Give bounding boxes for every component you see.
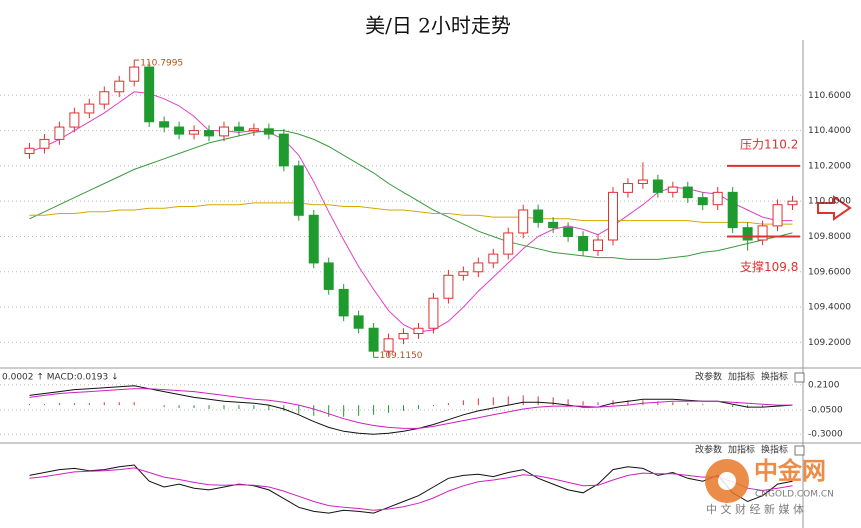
y-tick-label: 109.2000 (808, 338, 851, 348)
candle-body (757, 225, 768, 241)
indicator-line (29, 467, 793, 511)
candle-body (353, 315, 364, 329)
y-tick-label: -0.0500 (808, 405, 843, 415)
candle-body (323, 262, 334, 290)
panel-button[interactable]: 加指标 (728, 371, 755, 383)
watermark: 中金网 CNGOLD.COM.CN 中 文 财 经 新 媒 体 (705, 457, 834, 516)
price-annotation: 109.1150 (380, 351, 423, 361)
indicator-line (29, 202, 793, 225)
candle-body (233, 126, 244, 132)
candle-body (742, 227, 753, 241)
y-tick-label: 109.8000 (808, 232, 851, 242)
candle-body (413, 327, 424, 335)
level-label: 支撑109.8 (740, 259, 798, 274)
candle-body (622, 183, 633, 193)
candle-body (578, 235, 589, 252)
indicator-line (29, 91, 793, 333)
y-tick-label: -0.3000 (808, 430, 843, 440)
candle-body (458, 271, 469, 276)
close-box[interactable] (794, 372, 805, 383)
candle-body (368, 327, 379, 352)
candle-body (278, 133, 289, 167)
arrow-icon (817, 195, 852, 221)
candle-body (727, 191, 738, 229)
candle-body (473, 262, 484, 273)
price-annotation: 110.7995 (140, 59, 183, 69)
chart-title: 美/日 2小时走势 (365, 14, 511, 38)
candle-body (593, 239, 604, 252)
candle-body (204, 130, 215, 137)
candle-body (174, 126, 185, 135)
candle-body (218, 126, 229, 137)
candle-body (533, 209, 544, 223)
indicator-line (29, 385, 793, 435)
candle-body (24, 147, 35, 155)
candle-body (338, 288, 349, 317)
candle-body (54, 126, 65, 140)
watermark-domain: CNGOLD.COM.CN (755, 490, 834, 500)
candle-body (398, 333, 409, 340)
indicator-line (29, 130, 793, 260)
candle-body (697, 197, 708, 206)
candle-body (503, 232, 514, 255)
candle-body (114, 80, 125, 93)
panel-button[interactable]: 换指标 (761, 371, 788, 383)
candle-body (428, 297, 439, 329)
panel-header: 0.0002 ↑ MACD:0.0193 ↓ (2, 373, 119, 383)
panel-button[interactable]: 换指标 (761, 444, 788, 456)
candle-body (293, 165, 304, 216)
candle-body (84, 103, 95, 114)
candle-body (69, 112, 80, 128)
candle-body (518, 209, 529, 234)
logo (718, 472, 736, 490)
candle-body (563, 227, 574, 237)
watermark-slogan: 中 文 财 经 新 媒 体 (706, 502, 804, 516)
candle-body (607, 191, 618, 241)
candle-body (263, 128, 274, 135)
candle-body (488, 253, 499, 264)
candle-body (548, 221, 559, 229)
y-tick-label: 110.6000 (808, 91, 851, 101)
candle-body (308, 214, 319, 264)
candle-body (383, 338, 394, 352)
candle-body (99, 91, 110, 105)
candle-body (637, 179, 648, 185)
y-tick-label: 0.2100 (808, 380, 840, 390)
candle-body (39, 138, 50, 149)
level-label: 压力110.2 (740, 137, 798, 151)
indicator-line (29, 388, 793, 429)
close-box[interactable] (794, 445, 805, 456)
indicator-line (29, 464, 793, 514)
candle-body (129, 66, 140, 82)
panel-button[interactable]: 改参数 (695, 371, 722, 383)
candle-body (144, 66, 155, 123)
y-tick-label: 110.4000 (808, 126, 851, 136)
candle-body (189, 130, 200, 135)
candle-body (712, 191, 723, 206)
watermark-name: 中金网 (754, 457, 826, 485)
y-tick-label: 110.0000 (808, 197, 851, 207)
candle-body (682, 186, 693, 199)
candle-body (772, 204, 783, 227)
y-tick-label: 109.6000 (808, 267, 851, 277)
candle-body (443, 274, 454, 299)
candle-body (159, 121, 170, 128)
candle-body (652, 179, 663, 193)
candle-body (787, 200, 798, 206)
candle-body (667, 186, 678, 193)
panel-button[interactable]: 加指标 (728, 444, 755, 456)
panel-button[interactable]: 改参数 (695, 444, 722, 456)
y-tick-label: 110.2000 (808, 161, 851, 171)
y-tick-label: 109.4000 (808, 303, 851, 313)
candle-body (248, 128, 259, 132)
